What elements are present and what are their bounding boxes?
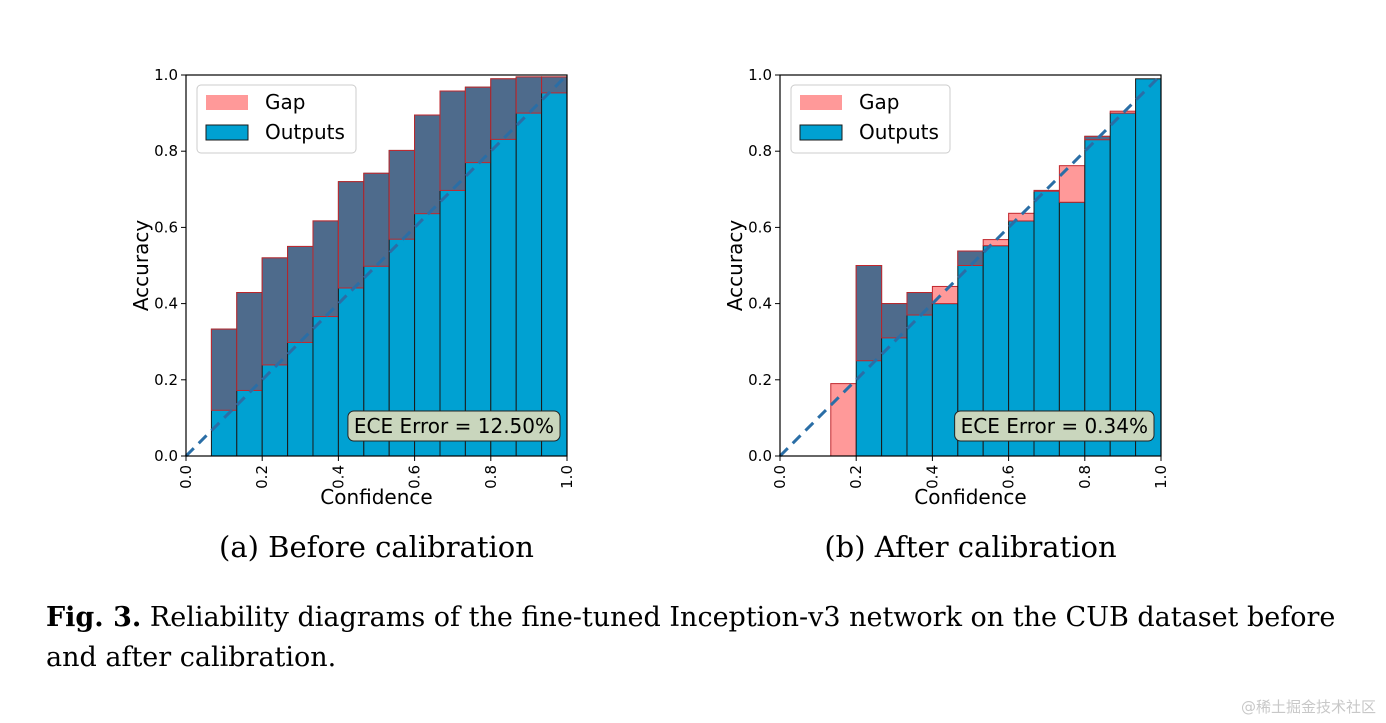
legend: Gap Outputs: [196, 84, 357, 154]
legend-gap-swatch: [800, 95, 842, 110]
gap-bar: [855, 265, 883, 362]
gap-bar: [439, 90, 466, 191]
figure-caption-text: Reliability diagrams of the fine-tuned I…: [46, 602, 1336, 673]
x-tick-label: 0.0: [177, 465, 195, 489]
y-tick-label: 0.8: [154, 142, 178, 160]
legend-outputs-swatch: [205, 124, 249, 141]
plot-frame: [185, 74, 568, 457]
gap-bar: [363, 172, 390, 267]
x-tick-label: 0.4: [329, 465, 347, 489]
y-tick-label: 0.4: [748, 295, 772, 313]
x-tick-label: 0.6: [1000, 465, 1018, 489]
x-tick-label: 1.0: [558, 465, 576, 489]
gap-bar: [1033, 189, 1060, 192]
gap-bar: [261, 257, 289, 366]
legend-gap-label: Gap: [265, 90, 305, 114]
output-bar: [1135, 78, 1161, 456]
gap-bar: [830, 383, 857, 456]
gap-bar: [515, 76, 543, 114]
watermark: @稀土掘金技术社区: [1240, 698, 1376, 716]
figure-caption: Fig. 3. Reliability diagrams of the fine…: [46, 598, 1346, 678]
ece-error-label: ECE Error = 12.50%: [354, 414, 554, 438]
axis-ticks: 0.0 0.2 0.4 0.6 0.8 1.0 0.0 0.2 0.4 0.6 0.8 1.0: [748, 66, 1170, 489]
x-tick-label: 0.2: [847, 465, 865, 489]
y-tick-label: 0.6: [154, 218, 178, 236]
y-tick-label: 1.0: [748, 66, 772, 84]
y-tick-label: 0.8: [748, 142, 772, 160]
gap-bar: [982, 239, 1010, 247]
legend-outputs-swatch: [799, 124, 843, 141]
x-tick-label: 1.0: [1152, 465, 1170, 489]
chart-before-calibration: 0.0 0.2 0.4 0.6 0.8 1.0 0.0 0.2 0.4 0.6 0.8 1.0 Con…: [129, 66, 576, 564]
legend-outputs-label: Outputs: [859, 120, 939, 144]
output-bar: [906, 292, 933, 456]
y-tick-label: 1.0: [154, 66, 178, 84]
ece-box: [954, 410, 1155, 442]
y-tick-label: 0.6: [748, 218, 772, 236]
ece-error-label: ECE Error = 0.34%: [961, 414, 1148, 438]
bars-group: [210, 76, 567, 456]
gap-bar: [906, 292, 933, 316]
y-tick-label: 0.0: [748, 447, 772, 465]
subcaption: (b) After calibration: [824, 530, 1116, 564]
gap-bar: [312, 220, 339, 318]
y-tick-label: 0.2: [154, 371, 178, 389]
gap-bar: [236, 292, 263, 391]
y-tick-label: 0.0: [154, 447, 178, 465]
x-tick-label: 0.0: [771, 465, 789, 489]
x-tick-label: 0.6: [406, 465, 424, 489]
x-tick-label: 0.8: [482, 465, 500, 489]
legend-outputs-label: Outputs: [265, 120, 345, 144]
subcaption: (a) Before calibration: [219, 530, 534, 564]
output-bar: [931, 303, 959, 456]
ece-box: [347, 410, 561, 442]
gap-bar: [414, 114, 441, 215]
gap-bar: [210, 328, 238, 411]
gap-bar: [1008, 212, 1035, 222]
y-axis-label: Accuracy: [723, 220, 747, 311]
legend-gap-swatch: [206, 95, 248, 110]
figure-label: Fig. 3.: [46, 602, 142, 633]
output-bar: [1109, 112, 1137, 456]
y-axis-label: Accuracy: [129, 220, 153, 311]
y-tick-label: 0.4: [154, 295, 178, 313]
x-tick-label: 0.8: [1076, 465, 1094, 489]
output-bar: [541, 76, 567, 456]
chart-after-calibration: 0.0 0.2 0.4 0.6 0.8 1.0 0.0 0.2 0.4 0.6 0.8 1.0 Con…: [723, 66, 1170, 564]
gap-bar: [287, 245, 314, 343]
gap-bar: [490, 78, 517, 140]
gap-bar: [337, 181, 365, 289]
x-tick-label: 0.2: [253, 465, 271, 489]
x-axis-label: Confidence: [320, 485, 432, 509]
gap-bar: [388, 149, 416, 240]
legend: Gap Outputs: [790, 84, 951, 154]
x-tick-label: 0.4: [923, 465, 941, 489]
legend-gap-label: Gap: [859, 90, 899, 114]
output-bar: [515, 76, 543, 456]
gap-bar: [881, 303, 908, 339]
y-tick-label: 0.2: [748, 371, 772, 389]
axis-ticks: 0.0 0.2 0.4 0.6 0.8 1.0 0.0 0.2 0.4 0.6 0.8 1.0: [154, 66, 576, 489]
gap-bar: [541, 76, 567, 94]
x-axis-label: Confidence: [914, 485, 1026, 509]
plot-frame: [779, 74, 1162, 457]
output-bar: [1084, 135, 1111, 456]
gap-bar: [464, 86, 492, 164]
